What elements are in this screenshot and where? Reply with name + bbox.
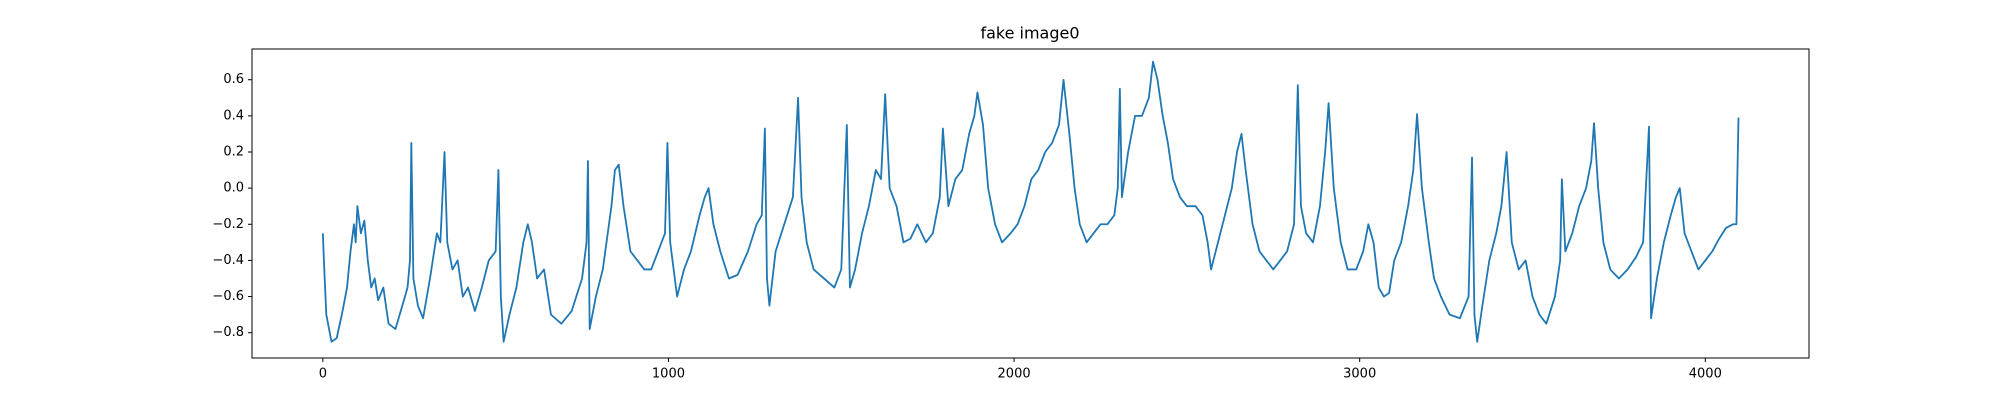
y-tick-label: −0.8	[212, 325, 244, 340]
y-tick-label: 0.2	[223, 145, 244, 160]
x-tick-label: 1000	[652, 367, 685, 382]
y-tick-label: 0.4	[223, 108, 244, 123]
x-tick-label: 0	[319, 367, 327, 382]
data-line	[321, 60, 1740, 343]
y-tick-label: 0.0	[223, 181, 244, 196]
x-tick-label: 2000	[998, 367, 1031, 382]
chart-title: fake image0	[980, 24, 1079, 43]
y-tick-label: −0.2	[212, 217, 244, 232]
y-tick-label: −0.6	[212, 289, 244, 304]
y-tick-label: 0.6	[223, 72, 244, 87]
x-tick-label: 4000	[1689, 367, 1722, 382]
axes-frame	[251, 48, 1810, 359]
y-tick-label: −0.4	[212, 253, 244, 268]
x-tick-label: 3000	[1343, 367, 1376, 382]
